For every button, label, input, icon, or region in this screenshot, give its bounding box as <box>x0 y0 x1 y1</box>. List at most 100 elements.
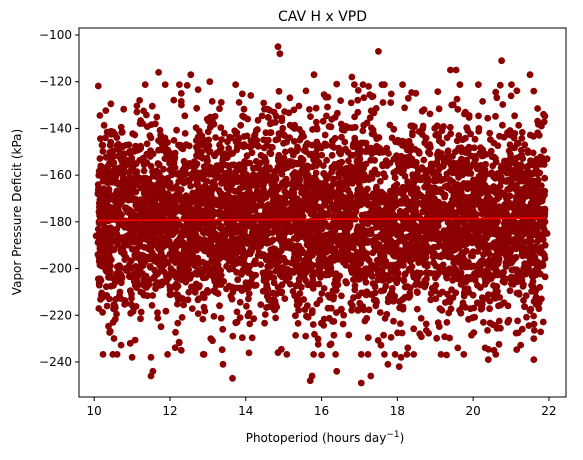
scatter-point <box>395 238 403 245</box>
scatter-point <box>171 282 178 290</box>
scatter-point <box>232 260 240 267</box>
scatter-point <box>202 137 210 145</box>
scatter-point <box>286 280 294 288</box>
scatter-point <box>479 178 487 186</box>
scatter-point <box>410 351 418 358</box>
scatter-point <box>506 131 514 139</box>
scatter-point <box>291 261 299 268</box>
scatter-point <box>401 104 408 112</box>
scatter-point <box>368 261 375 269</box>
scatter-point <box>219 325 227 333</box>
scatter-point <box>511 155 518 163</box>
scatter-point <box>229 195 237 203</box>
scatter-point <box>152 120 159 128</box>
scatter-point <box>193 197 201 205</box>
scatter-point <box>337 97 344 104</box>
scatter-point <box>119 245 127 253</box>
scatter-point <box>298 213 306 221</box>
scatter-point <box>115 267 123 275</box>
scatter-point <box>290 235 298 242</box>
scatter-point <box>105 274 112 281</box>
scatter-point <box>347 163 355 170</box>
scatter-point <box>254 162 262 170</box>
scatter-point <box>132 245 140 253</box>
scatter-point <box>511 207 519 215</box>
scatter-point <box>206 185 214 192</box>
scatter-point <box>466 165 473 172</box>
scatter-point <box>484 201 492 209</box>
scatter-point <box>379 99 387 106</box>
scatter-point <box>449 153 456 160</box>
scatter-point <box>266 129 274 137</box>
scatter-point <box>535 198 543 205</box>
scatter-point <box>418 164 426 171</box>
scatter-point <box>272 136 280 144</box>
scatter-point <box>302 332 310 340</box>
scatter-point <box>540 147 548 154</box>
scatter-point <box>370 218 378 226</box>
scatter-point <box>142 197 150 205</box>
scatter-point <box>113 189 120 197</box>
scatter-point <box>527 157 534 165</box>
scatter-point <box>439 288 446 296</box>
scatter-point <box>266 269 274 277</box>
scatter-point <box>443 274 451 282</box>
scatter-point <box>445 309 453 317</box>
scatter-point <box>351 286 359 294</box>
scatter-point <box>475 173 483 180</box>
scatter-point <box>313 152 321 160</box>
scatter-point <box>453 137 461 145</box>
scatter-point <box>372 105 380 112</box>
scatter-point <box>534 191 542 199</box>
scatter-point <box>137 308 145 316</box>
scatter-point <box>488 169 496 177</box>
scatter-point <box>514 317 521 325</box>
scatter-point <box>110 170 117 178</box>
scatter-point <box>276 219 283 227</box>
scatter-point <box>350 276 357 283</box>
scatter-point <box>340 311 348 319</box>
scatter-point <box>121 256 129 263</box>
scatter-point <box>320 91 328 98</box>
scatter-point <box>278 114 286 122</box>
scatter-point <box>502 275 510 283</box>
scatter-point <box>246 320 254 328</box>
scatter-point <box>177 98 185 105</box>
scatter-point <box>326 241 333 249</box>
scatter-point <box>272 314 279 322</box>
scatter-point <box>334 109 341 117</box>
scatter-point <box>128 216 136 223</box>
scatter-point <box>245 349 253 357</box>
scatter-point <box>260 99 268 107</box>
scatter-point <box>309 321 317 328</box>
scatter-point <box>499 101 507 108</box>
scatter-point <box>338 305 345 313</box>
scatter-point <box>307 113 314 120</box>
scatter-point <box>115 152 122 160</box>
scatter-point <box>306 281 314 289</box>
scatter-point <box>154 314 162 322</box>
scatter-point <box>481 344 489 352</box>
scatter-point <box>456 183 464 191</box>
scatter-point <box>521 303 528 311</box>
scatter-point <box>347 193 355 201</box>
scatter-point <box>187 226 194 233</box>
scatter-point <box>391 174 399 182</box>
scatter-point <box>177 144 185 152</box>
scatter-point <box>323 112 330 120</box>
scatter-point <box>335 173 343 181</box>
scatter-point <box>538 235 546 243</box>
scatter-point <box>233 308 241 316</box>
scatter-point <box>513 87 521 95</box>
scatter-point <box>278 195 286 202</box>
scatter-point <box>312 176 319 184</box>
scatter-point <box>334 161 342 169</box>
scatter-point <box>537 247 545 255</box>
scatter-point <box>383 144 391 152</box>
scatter-point <box>364 351 372 358</box>
scatter-point <box>339 252 347 259</box>
scatter-point <box>487 147 495 155</box>
scatter-point <box>530 320 538 328</box>
scatter-point <box>364 334 372 341</box>
scatter-point <box>450 240 458 248</box>
